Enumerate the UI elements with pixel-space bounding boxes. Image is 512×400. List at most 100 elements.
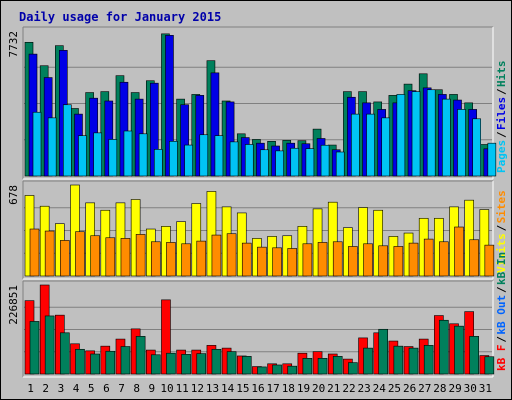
x-tick-label: 9 xyxy=(149,382,156,395)
bar-sites xyxy=(150,241,161,277)
bar-kb-in xyxy=(378,328,389,375)
bar-pages xyxy=(63,104,72,177)
bar-pages xyxy=(335,151,345,177)
bar-sites xyxy=(166,242,176,277)
bar-kb-in xyxy=(75,348,85,375)
bar-pages xyxy=(396,94,406,177)
bar-pages xyxy=(214,135,224,177)
bar-sites xyxy=(423,238,434,277)
bar-sites xyxy=(44,230,55,277)
bar-kb-in xyxy=(348,362,358,375)
bar-sites xyxy=(135,234,146,277)
bar-pages xyxy=(47,117,57,177)
legend-separator: / xyxy=(495,88,508,95)
bar-sites xyxy=(90,235,100,277)
y-max-label: 226851 xyxy=(7,285,20,325)
bar-sites xyxy=(257,246,267,277)
bar-kb-in xyxy=(44,315,55,375)
bar-visits xyxy=(358,207,368,277)
bar-pages xyxy=(305,148,315,177)
bar-pages xyxy=(244,144,254,177)
legend-hits: Hits xyxy=(495,61,508,88)
bar-kb-in xyxy=(423,345,434,375)
legend-separator: / xyxy=(495,224,508,231)
x-tick-label: 2 xyxy=(42,382,49,395)
legend-kb-out: kB Out xyxy=(495,295,508,335)
bar-visits xyxy=(373,209,384,277)
panel-middle: 678 xyxy=(7,180,495,280)
bar-sites xyxy=(211,234,222,277)
bar-kb-in xyxy=(181,354,191,375)
x-tick-label: 8 xyxy=(133,382,140,395)
bar-sites xyxy=(393,246,404,277)
x-tick-label: 26 xyxy=(403,382,416,395)
bar-sites xyxy=(408,242,419,277)
bar-pages xyxy=(184,144,193,177)
bar-sites xyxy=(105,237,116,277)
x-tick-label: 11 xyxy=(176,382,189,395)
bar-sites xyxy=(181,243,191,277)
x-tick-label: 16 xyxy=(251,382,264,395)
bar-sites xyxy=(348,246,358,277)
legend-top: Pages/Files/Hits xyxy=(495,61,508,174)
bar-pages xyxy=(138,133,148,177)
bar-kb-f xyxy=(161,299,171,375)
legend-sites: Sites xyxy=(495,190,508,223)
x-tick-label: 21 xyxy=(327,382,340,395)
bar-sites xyxy=(484,244,495,277)
bar-pages xyxy=(366,113,375,177)
bar-sites xyxy=(378,245,389,277)
bar-kb-in xyxy=(393,345,404,375)
bar-visits xyxy=(464,199,474,277)
legend-bottom: kB F/kB Out/kB In xyxy=(495,252,508,371)
legend-pages: Pages xyxy=(495,140,508,173)
bar-pages xyxy=(442,98,451,177)
bar-pages xyxy=(320,144,330,177)
bar-kb-in xyxy=(287,365,298,375)
y-max-label: 7732 xyxy=(7,31,20,58)
bar-kb-in xyxy=(257,366,267,375)
bar-pages xyxy=(381,117,391,177)
bar-pages xyxy=(472,118,481,177)
legend-files: Files xyxy=(495,97,508,130)
bar-pages xyxy=(411,91,421,177)
x-tick-label: 17 xyxy=(267,382,280,395)
x-tick-label: 1 xyxy=(27,382,34,395)
bar-kb-in xyxy=(166,352,176,375)
x-tick-label: 27 xyxy=(418,382,431,395)
bar-sites xyxy=(196,240,207,277)
bar-visits xyxy=(327,201,338,277)
bar-sites xyxy=(226,233,237,277)
x-tick-label: 6 xyxy=(103,382,110,395)
bar-sites xyxy=(272,247,282,277)
x-tick-label: 23 xyxy=(358,382,371,395)
bar-kb-in xyxy=(332,356,343,375)
bar-pages xyxy=(78,135,87,177)
bar-kb-in xyxy=(29,321,40,375)
x-tick-label: 13 xyxy=(206,382,219,395)
bar-pages xyxy=(290,147,300,177)
bar-pages xyxy=(457,109,466,177)
legend-middle: Visits /Sites xyxy=(495,190,508,273)
bar-pages xyxy=(229,141,239,177)
bar-pages xyxy=(487,142,497,177)
bar-sites xyxy=(120,238,131,277)
bar-kb-in xyxy=(135,336,146,375)
bar-kb-in xyxy=(196,353,207,375)
bar-sites xyxy=(60,240,70,277)
bar-kb-in xyxy=(317,358,328,375)
x-tick-label: 25 xyxy=(388,382,401,395)
bar-pages xyxy=(351,113,360,177)
bar-kb-in xyxy=(241,356,252,375)
bar-kb-in xyxy=(60,332,70,375)
x-tick-label: 20 xyxy=(312,382,325,395)
bar-kb-in xyxy=(272,364,282,375)
y-max-label: 678 xyxy=(7,185,20,205)
bar-sites xyxy=(241,242,252,277)
bar-pages xyxy=(93,132,102,177)
bar-pages xyxy=(123,130,133,177)
legend-kb-in: kB In xyxy=(495,252,508,285)
panel-bottom: 226851 xyxy=(7,280,495,378)
x-tick-label: 3 xyxy=(58,382,65,395)
